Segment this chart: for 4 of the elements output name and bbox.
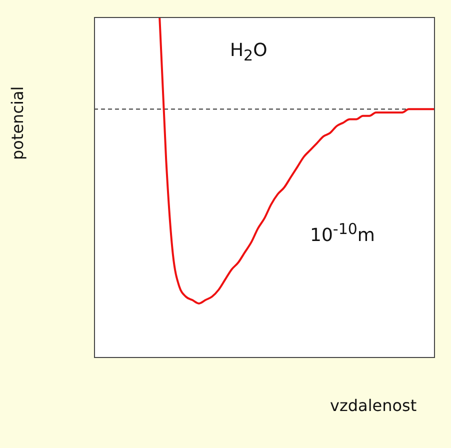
annotation: 10$^{-10}$m <box>310 220 375 246</box>
annotation: H$_{2}$O <box>230 40 268 65</box>
y-axis-title: potencial <box>8 86 27 160</box>
x-axis-title: vzdalenost <box>330 396 417 415</box>
